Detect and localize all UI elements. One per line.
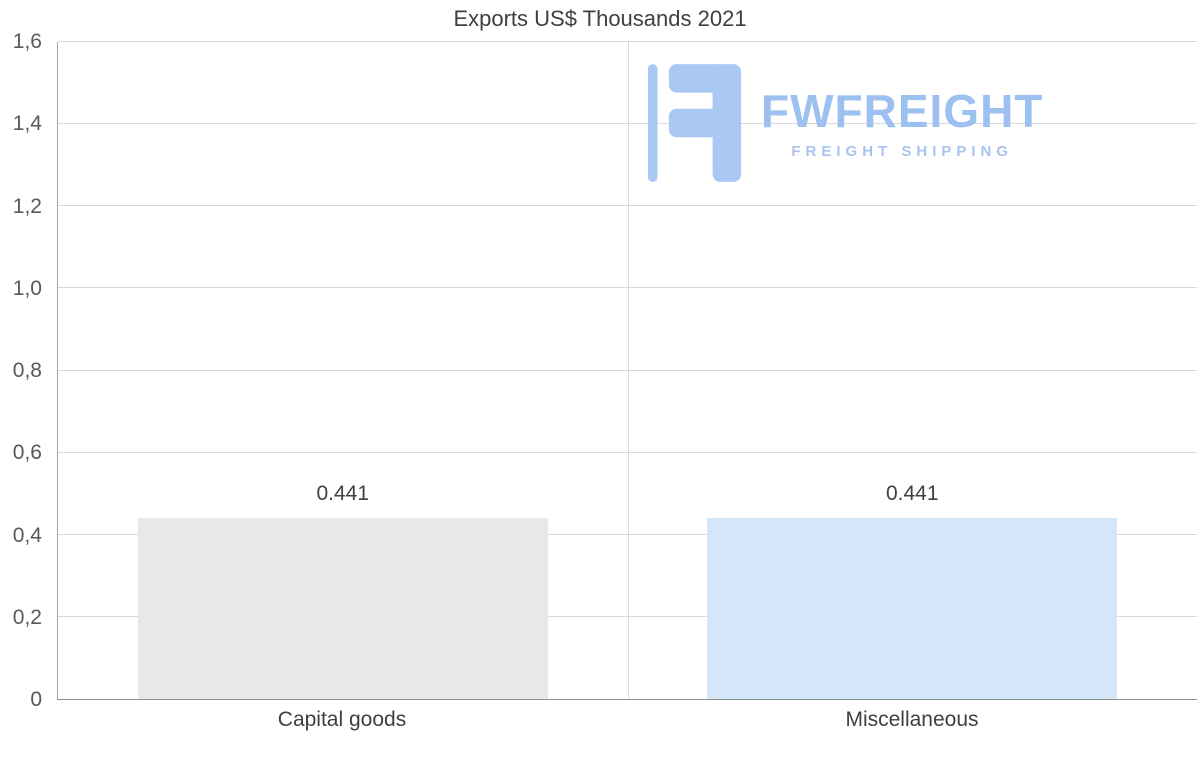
gridline xyxy=(58,369,1197,371)
y-tick-label: 0 xyxy=(30,688,42,711)
bar-capital-goods xyxy=(137,517,548,699)
gridline xyxy=(58,205,1197,207)
y-tick-label: 1,6 xyxy=(12,30,42,53)
y-tick-label: 0,4 xyxy=(12,523,42,547)
gridline xyxy=(58,615,1197,617)
chart-title: Exports US$ Thousands 2021 xyxy=(453,6,747,31)
gridline xyxy=(58,533,1197,535)
x-category-label: Miscellaneous xyxy=(845,708,979,731)
fwfreight-logo-icon xyxy=(648,64,742,182)
y-tick-label: 0,6 xyxy=(12,441,42,465)
y-tick-label: 1,0 xyxy=(12,276,42,300)
bar-value-label: 0.441 xyxy=(885,481,939,505)
y-tick-label: 1,2 xyxy=(12,194,42,218)
gridline xyxy=(58,451,1197,453)
gridline xyxy=(58,41,1197,42)
x-axis: Capital goods Miscellaneous xyxy=(57,708,1197,732)
center-gridline xyxy=(627,42,629,699)
y-tick-label: 1,4 xyxy=(12,112,42,136)
bars-container: 0.441 0.441 xyxy=(58,42,1197,699)
watermark-tagline: FREIGHT SHIPPING xyxy=(791,142,1014,160)
bar-slot: 0.441 xyxy=(628,42,1198,699)
y-tick-label: 0,8 xyxy=(12,359,42,382)
bar-miscellaneous xyxy=(707,517,1118,699)
bar-slot: 0.441 xyxy=(58,42,628,699)
y-tick-label: 0,2 xyxy=(12,605,42,629)
watermark: FWFREIGHT FREIGHT SHIPPING xyxy=(648,64,1043,182)
gridline xyxy=(58,287,1197,289)
watermark-brand: FWFREIGHT xyxy=(761,85,1044,138)
gridline xyxy=(58,123,1197,125)
bar-value-label: 0.441 xyxy=(316,481,370,505)
plot-area: 0.441 0.441 xyxy=(57,41,1197,700)
x-category-label: Capital goods xyxy=(277,708,407,731)
watermark-text: FWFREIGHT FREIGHT SHIPPING xyxy=(761,86,1043,160)
y-axis: 0 0,2 0,4 0,6 0,8 1,0 1,2 1,4 1,6 xyxy=(0,30,50,711)
